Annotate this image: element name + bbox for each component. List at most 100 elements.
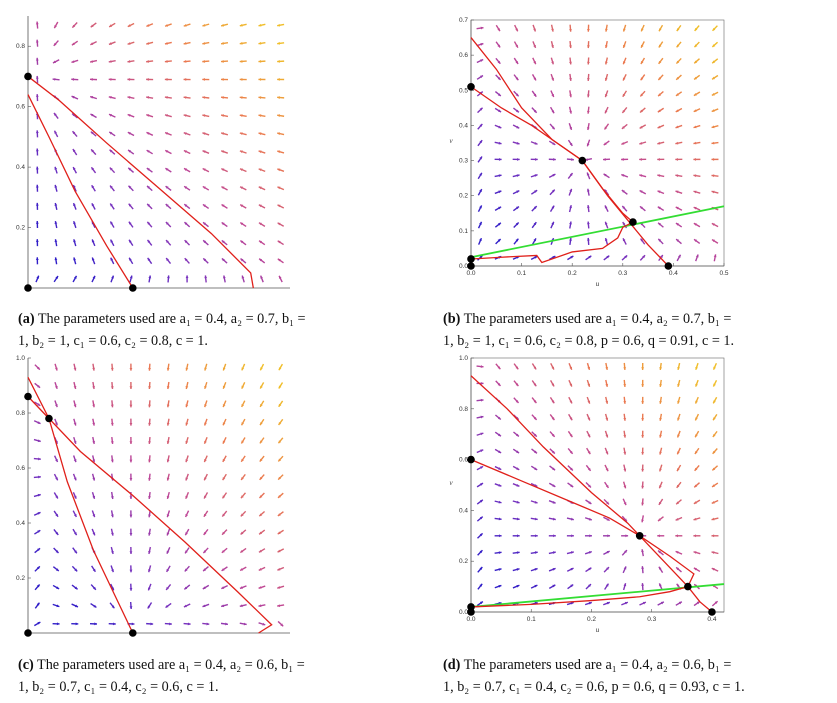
field-arrowhead <box>586 78 590 81</box>
field-arrowhead <box>165 23 169 27</box>
field-arrowhead <box>479 172 482 176</box>
field-arrowhead <box>258 23 262 27</box>
field-arrowhead <box>497 77 501 80</box>
field-arrowhead <box>73 459 77 463</box>
field-arrowhead <box>129 423 133 426</box>
field-arrowhead <box>127 42 131 45</box>
field-arrowhead <box>73 513 77 517</box>
field-arrowhead <box>243 622 247 626</box>
field-arrowhead <box>278 422 282 425</box>
field-arrowhead <box>72 131 76 135</box>
field-arrowhead <box>675 551 679 554</box>
field-arrowhead <box>551 45 554 48</box>
field-arrowhead <box>129 404 133 408</box>
field-arrowhead <box>569 221 572 225</box>
field-arrowhead <box>586 110 590 114</box>
field-arrowhead <box>497 222 501 226</box>
field-arrowhead <box>35 166 39 170</box>
y-tick-label: 0.0 <box>459 609 468 616</box>
field-arrowhead <box>129 441 133 444</box>
equilibrium-point <box>45 414 53 423</box>
field-arrowhead <box>38 457 41 461</box>
equilibrium-point <box>467 255 475 263</box>
caption-b-line1: The parameters used are a₁ = 0.4, a₂ = 0… <box>463 311 732 327</box>
field-arrowhead <box>110 459 114 463</box>
field-arrowhead <box>92 514 96 518</box>
field-arrowhead <box>184 258 188 262</box>
field-arrowhead <box>693 93 697 96</box>
field-arrowhead <box>110 386 114 389</box>
field-arrowhead <box>713 254 717 258</box>
plot-a: 0.2 0.4 0.6 0.8 <box>16 16 290 292</box>
field-arrowhead <box>258 186 262 190</box>
field-arrowhead <box>711 109 715 112</box>
field-arrowhead <box>533 28 536 32</box>
field-arrowhead <box>239 96 243 99</box>
field-arrowhead <box>166 367 170 371</box>
field-arrowhead <box>711 157 715 161</box>
field-arrowhead <box>166 550 170 554</box>
field-arrowhead <box>641 418 645 421</box>
field-arrowhead <box>677 400 680 404</box>
field-arrowhead <box>55 568 59 572</box>
field-arrowhead <box>185 367 189 371</box>
field-arrowhead <box>605 451 609 455</box>
plot-frame <box>470 357 725 613</box>
field-arrowhead <box>695 254 699 258</box>
field-arrowhead <box>658 44 662 48</box>
field-arrowhead <box>552 174 556 177</box>
field-arrowhead <box>166 422 170 426</box>
field-arrowhead <box>166 568 170 572</box>
field-arrowhead <box>36 566 40 570</box>
field-arrowhead <box>604 61 608 65</box>
field-arrowhead <box>164 96 168 99</box>
field-arrowhead <box>185 532 188 536</box>
field-arrowhead <box>221 59 224 63</box>
field-arrowhead <box>55 531 59 535</box>
field-arrowhead <box>622 222 626 226</box>
field-arrowhead <box>552 551 556 554</box>
field-arrowhead <box>146 78 149 81</box>
field-arrowhead <box>94 622 97 626</box>
red-nullcline <box>470 86 634 223</box>
field-arrowhead <box>110 422 114 426</box>
field-arrowhead <box>260 275 263 279</box>
field-arrowhead <box>147 239 151 243</box>
field-arrowhead <box>624 518 627 522</box>
field-arrowhead <box>515 44 518 48</box>
x-tick-label: 0.5 <box>719 270 728 277</box>
field-arrowhead <box>498 141 502 145</box>
field-arrowhead <box>712 27 716 31</box>
field-arrowhead <box>623 417 627 421</box>
field-arrowhead <box>498 157 502 161</box>
field-arrowhead <box>535 534 538 538</box>
field-arrowhead <box>221 96 224 99</box>
field-arrowhead <box>713 383 716 387</box>
field-arrowhead <box>71 42 75 46</box>
field-arrowhead <box>480 365 484 368</box>
field-arrowhead <box>109 167 113 171</box>
field-arrowhead <box>711 190 715 194</box>
field-arrowhead <box>239 586 243 589</box>
field-arrowhead <box>259 495 263 498</box>
field-arrowhead <box>586 61 590 65</box>
field-arrowhead <box>659 434 662 438</box>
equilibrium-point <box>24 629 32 637</box>
field-arrowhead <box>185 477 189 481</box>
field-arrowhead <box>694 60 698 64</box>
field-arrowhead <box>129 275 133 279</box>
field-arrowhead <box>693 109 697 112</box>
field-arrowhead <box>148 532 151 536</box>
field-arrowhead <box>569 205 572 209</box>
equilibrium-point <box>467 262 475 270</box>
field-arrowhead <box>695 417 698 421</box>
field-arrowhead <box>147 587 151 591</box>
field-arrowhead <box>222 531 225 535</box>
field-arrowhead <box>277 23 281 27</box>
field-arrowhead <box>515 109 519 113</box>
field-arrowhead <box>658 550 661 554</box>
field-arrowhead <box>35 21 39 25</box>
field-arrowhead <box>515 93 519 97</box>
field-arrowhead <box>639 190 643 194</box>
field-arrowhead <box>56 604 60 608</box>
